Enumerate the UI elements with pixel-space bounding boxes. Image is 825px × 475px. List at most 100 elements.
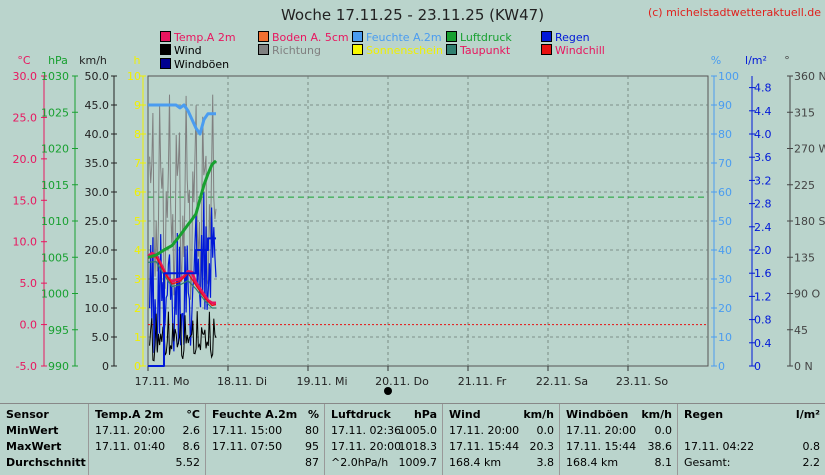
table-cell-value: 0.0 — [654, 424, 673, 437]
statistics-table: Sensor MinWert MaxWert Durchschnitt Temp… — [0, 403, 825, 475]
series-taupunkt — [147, 261, 216, 309]
table-row: 17.11. 02:36 1005.0 — [325, 424, 443, 439]
sun-axis-tick-label: 7 — [134, 157, 141, 170]
column-unit: % — [307, 408, 319, 421]
table-cell-value: 87 — [305, 456, 319, 469]
humidity-axis-tick-label: 0 — [718, 360, 725, 373]
pressure-axis-tick-label: 1000 — [41, 288, 69, 301]
humidity-axis-tick-label: 60 — [718, 186, 732, 199]
direction-axis-tick-label: 270 W — [794, 143, 825, 156]
wind-axis-unit: km/h — [79, 54, 107, 67]
legend-swatch — [258, 44, 269, 55]
rain-axis-tick-label: 3.2 — [754, 174, 772, 187]
table-cell-time: 17.11. 07:50 — [212, 440, 283, 453]
column-header: Temp.A 2m — [95, 408, 164, 421]
column-header: Feuchte A.2m — [212, 408, 298, 421]
table-cell-value: 8.1 — [654, 456, 673, 469]
pressure-axis-tick-label: 1010 — [41, 215, 69, 228]
column-unit: l/m² — [795, 408, 820, 421]
table-cell-value: 8.6 — [182, 440, 201, 453]
wind-axis-tick-label: 25.0 — [85, 215, 110, 228]
table-cell-time: 17.11. 20:00 — [95, 424, 166, 437]
wind-axis-tick-label: 20.0 — [85, 244, 110, 257]
legend-swatch — [446, 44, 457, 55]
wind-axis-tick-label: 15.0 — [85, 273, 110, 286]
table-row: 168.4 km 3.8 — [443, 456, 560, 471]
wind-axis-tick-label: 30.0 — [85, 186, 110, 199]
table-cell-time: ^2.0hPa/h — [331, 456, 389, 469]
direction-axis-tick-label: 90 O — [794, 288, 820, 301]
table-row: Gesamt: 2.2 — [678, 456, 825, 471]
row-label-avg: Durchschnitt — [6, 456, 86, 469]
table-cell-value: 3.8 — [536, 456, 555, 469]
legend-swatch — [352, 44, 363, 55]
x-tick-label: 20.11. Do — [375, 375, 429, 388]
rain-axis-tick-label: 1.2 — [754, 290, 772, 303]
sun-axis-tick-label: 9 — [134, 99, 141, 112]
humidity-axis-tick-label: 70 — [718, 157, 732, 170]
column-header: Wind — [449, 408, 481, 421]
x-tick-label: 22.11. Sa — [536, 375, 588, 388]
legend-swatch — [160, 44, 171, 55]
series-gusts — [149, 192, 217, 353]
table-cell-time: 17.11. 04:22 — [684, 440, 755, 453]
table-row: ^2.0hPa/h 1009.7 — [325, 456, 443, 471]
table-row: 17.11. 20:00 2.6 — [89, 424, 206, 439]
humidity-axis-tick-label: 40 — [718, 244, 732, 257]
sun-axis-tick-label: 0 — [134, 360, 141, 373]
table-cell-value: 0.0 — [536, 424, 555, 437]
pressure-axis-tick-label: 1030 — [41, 70, 69, 83]
direction-axis-tick-label: 315 — [794, 106, 815, 119]
table-row: 17.11. 20:00 1018.3 — [325, 440, 443, 455]
direction-axis-tick-label: 135 — [794, 251, 815, 264]
table-cell-value: 38.6 — [647, 440, 673, 453]
row-label-column: Sensor MinWert MaxWert Durchschnitt — [0, 404, 88, 475]
table-cell-value: 0.8 — [802, 440, 821, 453]
table-row: 87 — [206, 456, 325, 471]
temp-axis-tick-label: 20.0 — [13, 153, 38, 166]
humidity-axis-tick-label: 10 — [718, 331, 732, 344]
table-cell-time: 17.11. 02:36 — [331, 424, 402, 437]
table-cell-value: 5.52 — [175, 456, 201, 469]
pressure-axis-tick-label: 995 — [48, 324, 69, 337]
sun-axis-tick-label: 5 — [134, 215, 141, 228]
table-cell-value: 80 — [305, 424, 319, 437]
table-row: 17.11. 15:00 80 — [206, 424, 325, 439]
column-unit: hPa — [413, 408, 437, 421]
pressure-axis-tick-label: 990 — [48, 360, 69, 373]
table-column-regen: Regen l/m² 17.11. 04:22 0.8 Gesamt: 2.2 — [677, 404, 825, 475]
weather-chart: 30.025.020.015.010.05.00.0-5.0°C10301025… — [13, 54, 825, 395]
table-cell-value: 2.6 — [182, 424, 201, 437]
column-unit: km/h — [641, 408, 672, 421]
column-header: Windböen — [566, 408, 629, 421]
table-cell-time: 17.11. 20:00 — [449, 424, 520, 437]
x-tick-label: 23.11. So — [616, 375, 668, 388]
direction-axis-tick-label: 180 S — [794, 215, 825, 228]
sun-axis-tick-label: 8 — [134, 128, 141, 141]
wind-axis-tick-label: 35.0 — [85, 157, 110, 170]
temp-axis-tick-label: 0.0 — [20, 319, 38, 332]
rain-axis-tick-label: 2.4 — [754, 221, 772, 234]
table-cell-value: 1005.0 — [398, 424, 438, 437]
table-cell-time: 17.11. 15:00 — [212, 424, 283, 437]
table-row: 17.11. 15:44 20.3 — [443, 440, 560, 455]
legend-item-feuchte-a-2m: Feuchte A.2m — [352, 31, 442, 44]
table-cell-value: 95 — [305, 440, 319, 453]
temp-axis-tick-label: 15.0 — [13, 194, 38, 207]
table-column-temp-a-2m: Temp.A 2m °C 17.11. 20:00 2.6 17.11. 01:40 8.… — [88, 404, 206, 475]
temp-axis-tick-label: 10.0 — [13, 236, 38, 249]
table-column-luftdruck: Luftdruck hPa 17.11. 02:36 1005.0 17.11. 20:… — [324, 404, 443, 475]
legend-swatch — [541, 44, 552, 55]
legend-item-luftdruck: Luftdruck — [446, 31, 512, 44]
legend-swatch — [352, 31, 363, 42]
legend-item-windb-en: Windböen — [160, 58, 229, 71]
legend-label: Windchill — [555, 44, 605, 57]
wind-axis-tick-label: 5.0 — [92, 331, 110, 344]
x-tick-label: 21.11. Fr — [458, 375, 507, 388]
legend-label: Regen — [555, 31, 590, 44]
table-cell-time: 17.11. 15:44 — [566, 440, 637, 453]
table-row: 5.52 — [89, 456, 206, 471]
table-cell-time: 168.4 km — [449, 456, 502, 469]
temp-axis-unit: °C — [17, 54, 31, 67]
sun-axis-tick-label: 10 — [127, 70, 141, 83]
